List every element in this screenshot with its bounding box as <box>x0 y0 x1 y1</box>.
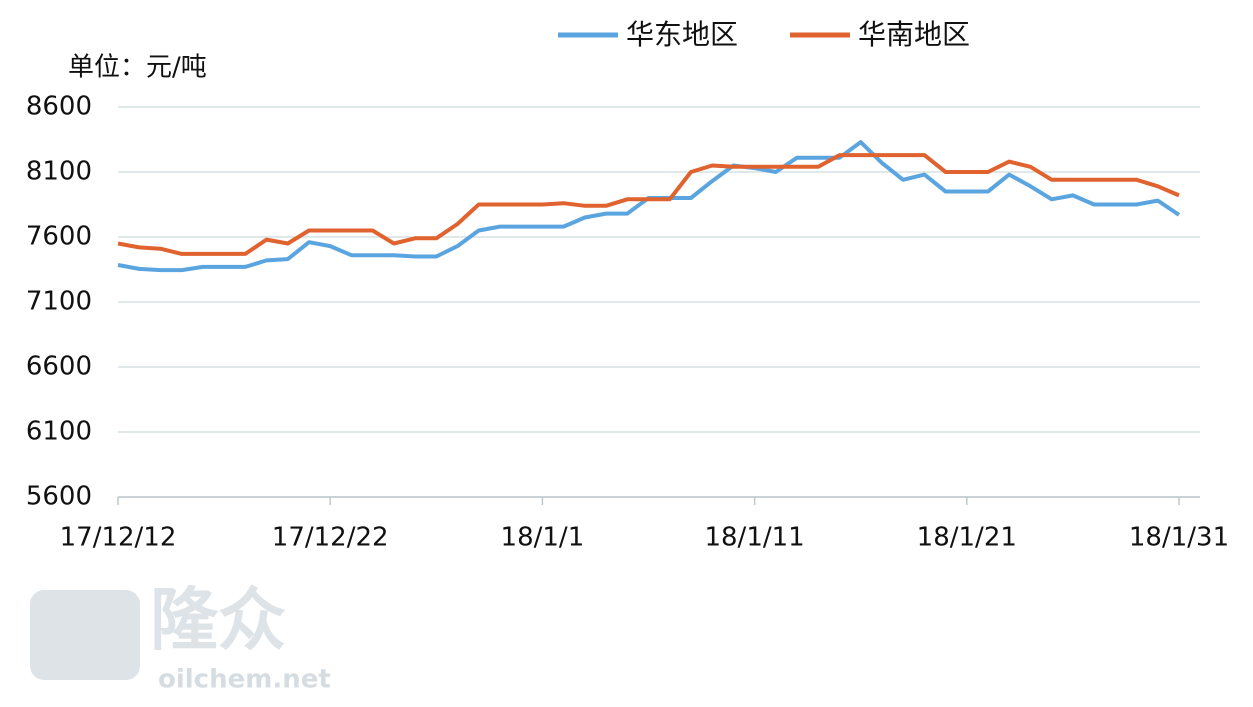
x-tick-label: 18/1/1 <box>501 523 585 553</box>
y-tick-label: 5600 <box>26 482 92 512</box>
y-tick-label: 7600 <box>26 222 92 252</box>
y-tick-label: 7100 <box>26 287 92 317</box>
watermark-logo <box>30 590 140 680</box>
y-tick-label: 6600 <box>26 352 92 382</box>
y-tick-label: 8100 <box>26 157 92 187</box>
series-line <box>117 153 1180 256</box>
legend-label: 华东地区 <box>626 18 738 51</box>
y-tick-label: 6100 <box>26 417 92 447</box>
x-tick-label: 17/12/12 <box>60 523 177 553</box>
x-tick-label: 17/12/22 <box>272 523 389 553</box>
y-tick-label: 8600 <box>26 92 92 122</box>
x-tick-label: 18/1/31 <box>1129 523 1229 553</box>
legend-label: 华南地区 <box>858 18 970 51</box>
x-tick-label: 18/1/11 <box>704 523 804 553</box>
series-line <box>117 140 1181 273</box>
x-tick-label: 18/1/21 <box>917 523 1017 553</box>
watermark-site: oilchem.net <box>158 665 331 695</box>
watermark-brand: 隆众 <box>150 582 286 661</box>
unit-label: 单位：元/吨 <box>68 53 207 83</box>
